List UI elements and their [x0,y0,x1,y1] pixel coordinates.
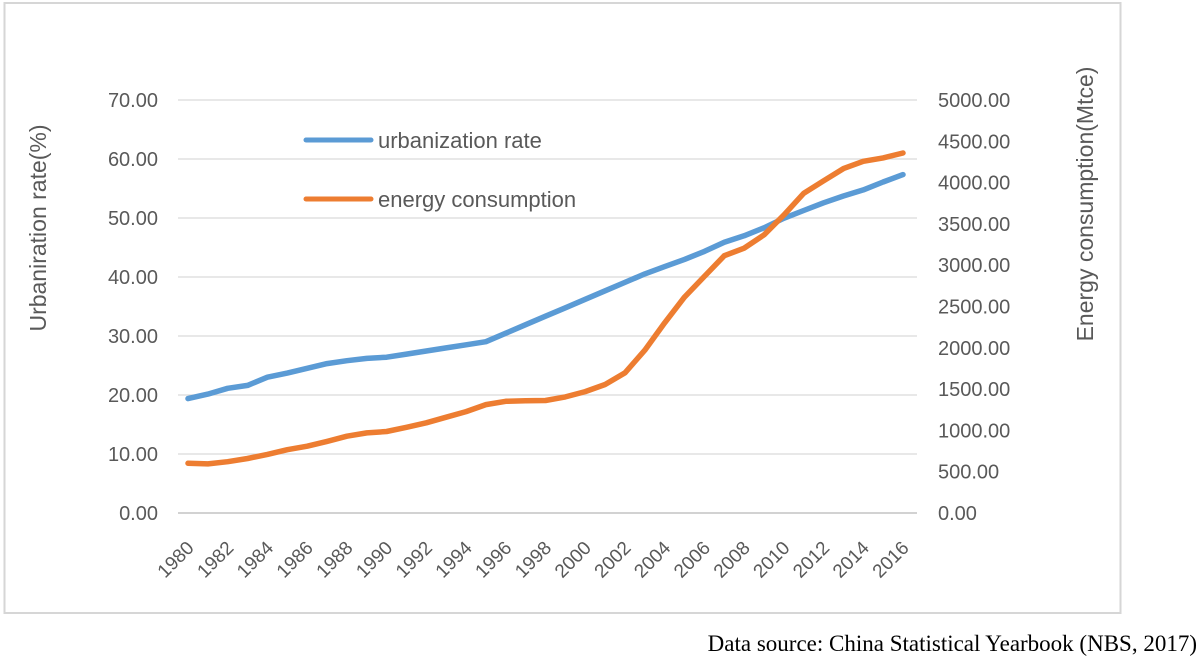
data-source-caption: Data source: China Statistical Yearbook … [708,631,1197,656]
right-axis-tick-label: 1000.00 [938,420,1010,442]
left-axis-tick-label: 50.00 [108,208,158,230]
series-lines [185,150,906,467]
left-axis-tick-label: 20.00 [108,385,158,407]
left-axis-tick-labels: 70.00 60.00 50.00 40.00 30.00 20.00 10.00 0.00 [108,90,158,525]
right-axis-tick-labels: 5000.00 4500.00 4000.00 3500.00 3000.00 2500.… [938,90,1010,525]
right-axis-tick-label: 5000.00 [938,90,1010,112]
left-axis-tick-label: 70.00 [108,90,158,112]
right-axis-tick-label: 4000.00 [938,173,1010,195]
legend: urbanization rate energy consumption [303,128,576,212]
series-line-energy-consumption [185,150,906,467]
right-axis-tick-label: 0.00 [938,503,977,525]
left-axis-tick-label: 10.00 [108,444,158,466]
right-axis-title: Energy consumption(Mtce) [1072,67,1098,342]
right-axis-tick-label: 2500.00 [938,297,1010,319]
right-axis-tick-label: 3000.00 [938,255,1010,277]
left-axis-tick-label: 30.00 [108,326,158,348]
legend-label-energy-consumption: energy consumption [378,187,576,212]
gridlines [178,99,917,514]
right-axis-tick-label: 2000.00 [938,338,1010,360]
right-axis-tick-label: 4500.00 [938,131,1010,153]
right-axis-tick-label: 1500.00 [938,379,1010,401]
left-axis-tick-label: 40.00 [108,267,158,289]
right-axis-tick-label: 500.00 [938,462,999,484]
left-axis-tick-label: 0.00 [119,503,158,525]
left-axis-title: Urbaniration rate(%) [25,124,51,331]
legend-label-urbanization-rate: urbanization rate [378,128,542,153]
left-axis-tick-label: 60.00 [108,149,158,171]
right-axis-tick-label: 3500.00 [938,214,1010,236]
